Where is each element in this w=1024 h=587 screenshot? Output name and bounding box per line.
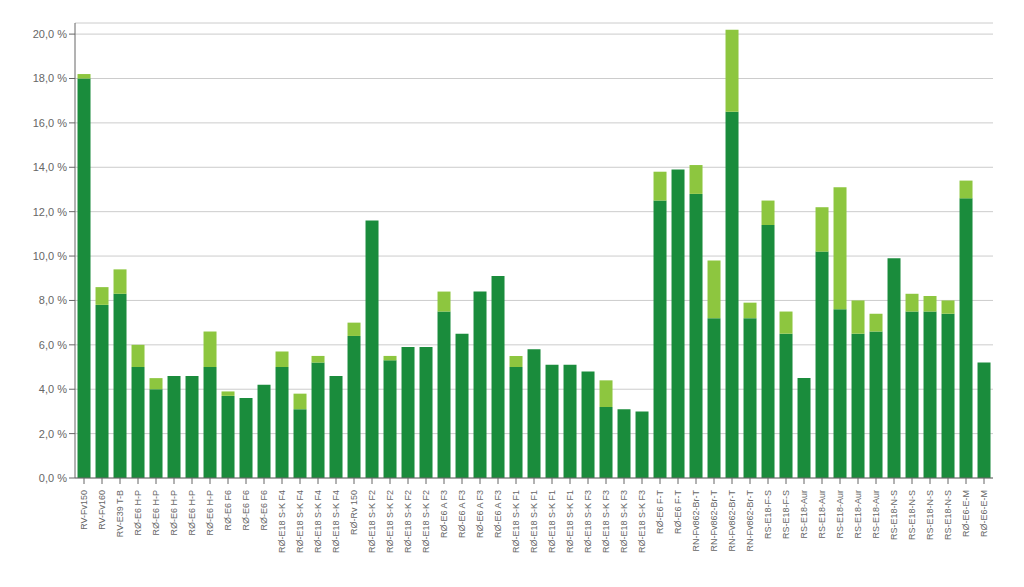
svg-text:RØ-E6-E-M: RØ-E6-E-M [979,490,989,537]
svg-text:20,0 %: 20,0 % [33,28,67,40]
svg-text:RS-E18-Aur: RS-E18-Aur [817,490,827,539]
svg-text:RØ-E6 A F3: RØ-E6 A F3 [457,490,467,538]
svg-text:RV-Fv160: RV-Fv160 [97,490,107,530]
svg-text:RØ-E6 F6: RØ-E6 F6 [241,490,251,531]
svg-text:RN-Fv862-Br-T: RN-Fv862-Br-T [691,490,701,552]
svg-text:12,0 %: 12,0 % [33,206,67,218]
svg-text:RØ-E6-E-M: RØ-E6-E-M [961,490,971,537]
svg-text:RN-Fv862-Br-T: RN-Fv862-Br-T [709,490,719,552]
svg-text:14,0 %: 14,0 % [33,161,67,173]
svg-text:RØ-E18 S-K F4: RØ-E18 S-K F4 [295,490,305,553]
svg-text:RV-Fv150: RV-Fv150 [79,490,89,530]
svg-text:RØ-E6 A F3: RØ-E6 A F3 [493,490,503,538]
svg-text:RØ-E18 S-K F4: RØ-E18 S-K F4 [313,490,323,553]
svg-text:RS-E18-Aur: RS-E18-Aur [835,490,845,539]
svg-text:RØ-E18 S-K F2: RØ-E18 S-K F2 [403,490,413,553]
svg-text:RØ-E6 F6: RØ-E6 F6 [223,490,233,531]
svg-text:RØ-E6 F-T: RØ-E6 F-T [655,489,665,534]
svg-text:RØ-E6 A F3: RØ-E6 A F3 [475,490,485,538]
svg-text:RS-E18-F-S: RS-E18-F-S [781,490,791,539]
svg-text:RS-E18-Aur: RS-E18-Aur [799,490,809,539]
svg-text:RØ-E6 H-P: RØ-E6 H-P [187,490,197,536]
svg-text:10,0 %: 10,0 % [33,250,67,262]
svg-text:RS-E18-F-S: RS-E18-F-S [763,490,773,539]
svg-text:RØ-E18 S-K F3: RØ-E18 S-K F3 [619,490,629,553]
svg-text:RØ-E18 S-K F3: RØ-E18 S-K F3 [583,490,593,553]
svg-text:16,0 %: 16,0 % [33,117,67,129]
svg-text:RS-E18-N-S: RS-E18-N-S [943,490,953,540]
svg-text:2,0 %: 2,0 % [39,428,67,440]
svg-text:RØ-E6 H-P: RØ-E6 H-P [169,490,179,536]
svg-text:RV-E39 T-B: RV-E39 T-B [115,490,125,537]
svg-text:RØ-E18 S-K F3: RØ-E18 S-K F3 [601,490,611,553]
svg-text:8,0 %: 8,0 % [39,294,67,306]
svg-text:RØ-E6 H-P: RØ-E6 H-P [151,490,161,536]
svg-text:RØ-E6 H-P: RØ-E6 H-P [205,490,215,536]
svg-text:RS-E18-N-S: RS-E18-N-S [925,490,935,540]
svg-text:RØ-E18 S-K F2: RØ-E18 S-K F2 [421,490,431,553]
svg-text:RØ-E18 S-K F4: RØ-E18 S-K F4 [331,490,341,553]
svg-text:RØ-E18 S-K F1: RØ-E18 S-K F1 [565,490,575,553]
svg-text:RS-E18-N-S: RS-E18-N-S [907,490,917,540]
svg-text:RØ-E6 A F3: RØ-E6 A F3 [439,490,449,538]
svg-text:RS-E18-Aur: RS-E18-Aur [871,490,881,539]
svg-text:18,0 %: 18,0 % [33,72,67,84]
svg-text:RØ-E18 S-K F2: RØ-E18 S-K F2 [367,490,377,553]
svg-text:RØ-E18 S-K F2: RØ-E18 S-K F2 [385,490,395,553]
svg-text:RØ-E18 S-K F1: RØ-E18 S-K F1 [511,490,521,553]
svg-text:RØ-E18 S-K F1: RØ-E18 S-K F1 [547,490,557,553]
svg-text:4,0 %: 4,0 % [39,383,67,395]
svg-text:RØ-Rv 150: RØ-Rv 150 [349,490,359,535]
svg-text:RØ-E18 S-K F4: RØ-E18 S-K F4 [277,490,287,553]
svg-text:6,0 %: 6,0 % [39,339,67,351]
svg-text:RØ-E6 F6: RØ-E6 F6 [259,490,269,531]
svg-text:0,0 %: 0,0 % [39,472,67,484]
svg-text:RØ-E18 S-K F1: RØ-E18 S-K F1 [529,490,539,553]
svg-text:RN-Fv862-Br-T: RN-Fv862-Br-T [727,490,737,552]
svg-text:RN-Fv862-Br-T: RN-Fv862-Br-T [745,490,755,552]
svg-text:RØ-E18 S-K F3: RØ-E18 S-K F3 [637,490,647,553]
svg-text:RØ-E6 F-T: RØ-E6 F-T [673,489,683,534]
svg-text:RØ-E6 H-P: RØ-E6 H-P [133,490,143,536]
svg-text:RS-E18-N-S: RS-E18-N-S [889,490,899,540]
svg-text:RS-E18-Aur: RS-E18-Aur [853,490,863,539]
